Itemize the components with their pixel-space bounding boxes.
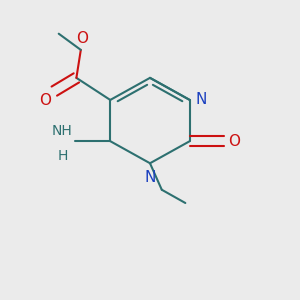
Text: NH: NH bbox=[51, 124, 72, 138]
Text: O: O bbox=[39, 93, 51, 108]
Text: N: N bbox=[195, 92, 206, 107]
Text: H: H bbox=[57, 148, 68, 163]
Text: N: N bbox=[144, 170, 156, 185]
Text: O: O bbox=[228, 134, 240, 149]
Text: O: O bbox=[76, 32, 88, 46]
